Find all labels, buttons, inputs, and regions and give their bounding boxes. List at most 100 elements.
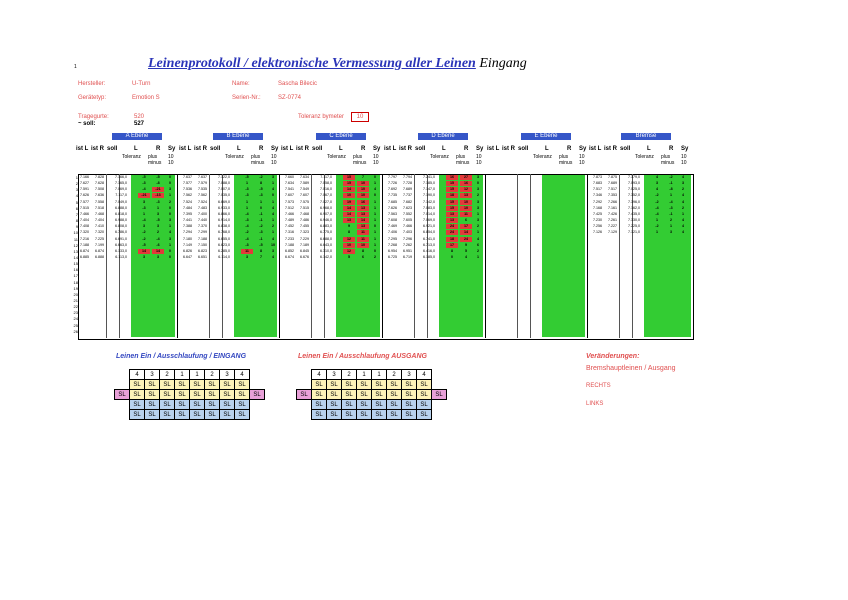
cell-soll: 6.768,0 — [218, 230, 230, 235]
cell-sy: 3 — [272, 175, 274, 179]
cell-istl: 7.634 — [285, 181, 294, 186]
loop-cell: SL — [234, 389, 250, 400]
cell-r: 14 — [152, 248, 164, 254]
cell-istr: 7.262 — [403, 242, 412, 247]
cell-r: -2 — [669, 175, 673, 179]
cell-l: -3 — [245, 193, 249, 198]
cell-r: 1 — [157, 205, 159, 210]
cell-r: 8 — [260, 248, 262, 253]
cell-istr: 7.266 — [608, 199, 617, 204]
col-header: L — [545, 146, 549, 152]
col-header: ist R — [604, 146, 618, 152]
cell-sy: 4 — [272, 254, 274, 259]
cell-soll: 7.014,0 — [423, 211, 435, 216]
loop-cell: SL — [174, 379, 190, 390]
col-header: L — [134, 146, 138, 152]
cell-r: -6 — [156, 242, 160, 247]
cell-soll: 7.330,0 — [628, 218, 640, 223]
row-number: 12 — [73, 242, 78, 248]
cell-r: 8 — [362, 248, 364, 253]
cell-l: 10 — [343, 242, 355, 248]
cell-istr: 7.682 — [403, 199, 412, 204]
col-header: ist R — [399, 146, 413, 152]
cell-soll: 6.988,0 — [115, 218, 127, 223]
cell-soll: 7.185,0 — [423, 181, 435, 186]
cell-r: -5 — [156, 175, 160, 179]
cell-istr: 7.370 — [198, 224, 207, 229]
cell-sy: 0 — [477, 181, 479, 186]
loop-cell: 1 — [356, 369, 372, 380]
cell-sy: 4 — [272, 211, 274, 216]
cell-r: 10 — [357, 242, 369, 248]
group-header-4: E Ebene — [521, 133, 571, 140]
row-number: 14 — [73, 254, 78, 260]
plus-label: plus — [559, 154, 569, 160]
cell-istr: 6.823 — [198, 248, 207, 253]
plus-value: 10 — [681, 154, 687, 160]
cell-istr: 7.515 — [300, 205, 309, 210]
cell-l: -3 — [245, 242, 249, 247]
cell-sy: 0 — [374, 193, 376, 198]
cell-sy: 3 — [477, 205, 479, 210]
cell-istl: 7.591 — [80, 187, 89, 192]
cell-r: 3 — [157, 211, 159, 216]
loop-cell: SL — [144, 389, 160, 400]
col-divider — [209, 174, 210, 338]
cell-istl: 6.874 — [80, 248, 89, 253]
cell-istl: 7.626 — [80, 193, 89, 198]
cell-soll: 7.083,0 — [423, 205, 435, 210]
cell-l: -5 — [142, 175, 146, 179]
cell-l: -2 — [655, 224, 659, 229]
cell-istl: 7.577 — [183, 181, 192, 186]
cell-sy: 0 — [169, 248, 171, 253]
cell-istr: 7.403 — [403, 230, 412, 235]
cell-istl: 7.607 — [285, 193, 294, 198]
cell-sy: 3 — [169, 218, 171, 223]
cell-soll: 6.285,0 — [218, 248, 230, 253]
cell-l: -2 — [245, 230, 249, 235]
cell-soll: 6.946,0 — [320, 218, 332, 223]
col-header: ist R — [194, 146, 208, 152]
plus-value: 10 — [579, 154, 585, 160]
cell-r: 10 — [460, 199, 472, 205]
cell-istl: 7.126 — [593, 230, 602, 235]
cell-r: -1 — [259, 211, 263, 216]
cell-sy: 10 — [271, 242, 275, 247]
cell-soll: 6.808,0 — [115, 224, 127, 229]
cell-istr: 6.951 — [403, 248, 412, 253]
loop-cell: 1 — [189, 369, 205, 380]
cell-l: -3 — [142, 181, 146, 186]
cell-istr: 7.562 — [198, 193, 207, 198]
cell-istl: 7.188 — [80, 242, 89, 247]
loop-cell: SL — [234, 399, 250, 410]
plus-value: 10 — [271, 154, 277, 160]
cell-istl: 7.452 — [285, 224, 294, 229]
page-title: Leinenprotokoll / elektronische Vermessu… — [148, 56, 527, 71]
loop-cell: SL — [341, 379, 357, 390]
cell-istl: 7.626 — [388, 205, 397, 210]
col-header: Sy — [271, 146, 279, 152]
cell-sy: 6 — [477, 242, 479, 247]
col-header: soll — [210, 146, 221, 152]
cell-r: -5 — [156, 218, 160, 223]
cell-soll: 6.888,0 — [115, 205, 127, 210]
cell-soll: 7.117,0 — [320, 175, 332, 179]
cell-istl: 6.725 — [388, 254, 397, 259]
cell-soll: 7.117,0 — [115, 193, 127, 198]
col-divider — [106, 174, 107, 338]
loop-cell: SL — [129, 409, 145, 420]
loop-cell: SL — [296, 389, 312, 400]
loop-cell — [250, 400, 265, 410]
cell-istr: 7.468 — [95, 211, 104, 216]
cell-sy: 1 — [374, 205, 376, 210]
soll-value: 527 — [134, 121, 145, 127]
cell-sy: 0 — [374, 248, 376, 253]
cell-sy: 4 — [682, 218, 684, 223]
cell-sy: 3 — [169, 187, 171, 192]
cell-soll: 7.049,0 — [115, 199, 127, 204]
cell-istr: 7.161 — [608, 205, 617, 210]
loop-cell: SL — [341, 389, 357, 400]
cell-r: -1 — [259, 236, 263, 241]
cell-soll: 7.067,0 — [320, 193, 332, 198]
hersteller-value: U-Turn — [132, 81, 151, 87]
